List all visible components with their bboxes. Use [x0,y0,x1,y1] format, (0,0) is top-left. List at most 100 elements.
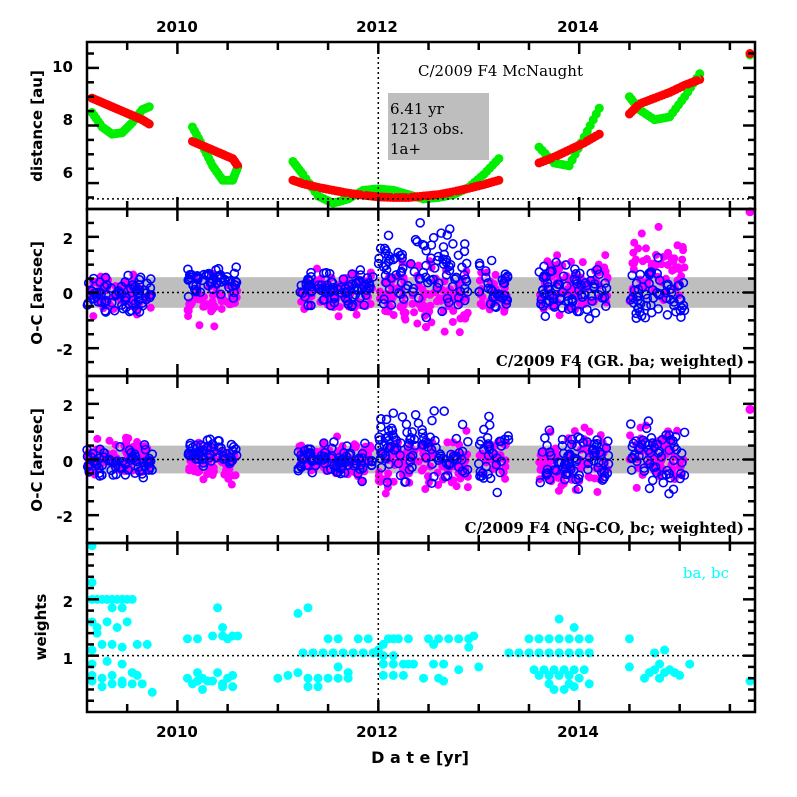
data-point [439,659,449,669]
data-point [429,659,439,669]
residual-open [501,299,512,309]
residual-open [140,285,150,296]
data-point [318,648,328,658]
residual-open [451,272,461,283]
data-point [655,673,665,683]
data-point [328,648,338,658]
residual-open [303,444,313,454]
residual-filled [424,290,433,299]
residual-filled [433,468,442,477]
residual-open [395,250,405,261]
residual-open [345,448,356,459]
residual-open [347,279,358,289]
residual-filled [419,464,428,473]
residual-open [404,464,415,475]
data-point [584,679,594,689]
residual-open [596,467,607,478]
residual-open [347,300,358,310]
residual-filled [349,442,358,451]
data-point [213,603,223,613]
residual-filled [407,259,416,268]
residual-filled [230,471,239,480]
residual-open [376,413,386,424]
residual-open [100,306,110,316]
y-axis-title-weights: weights [32,594,50,661]
residual-open [406,259,416,269]
panel-annotation-oc-gr: C/2009 F4 (GR. ba; weighted) [496,352,744,370]
residual-open [442,230,452,240]
residual-open [668,484,679,495]
residual-open [415,218,426,228]
residual-filled [199,302,208,311]
residual-open [457,419,468,430]
data-point [514,648,524,658]
residual-open [384,459,395,469]
data-point [192,676,202,686]
residual-open [442,470,453,481]
data-point [213,668,223,678]
data-point [393,634,403,644]
residual-open [202,435,213,445]
residual-filled [596,431,605,440]
y-tick-label: 0 [63,285,73,303]
residual-open [344,450,355,460]
residual-filled [555,311,564,320]
residual-open [377,449,388,459]
residual-open [444,265,455,276]
residual-open [132,304,142,315]
data-point [474,662,484,672]
residual-open [138,457,148,468]
residual-open [134,274,145,285]
residual-open [631,308,641,319]
residual-open [679,427,690,438]
residual-open [459,467,470,478]
residual-open [367,456,377,466]
residual-filled [678,255,687,264]
y-tick-label: 8 [63,111,73,129]
residual-open [551,257,561,268]
top-x-tick-label: 2014 [557,18,599,36]
residual-filled [629,248,638,257]
data-point [524,648,534,658]
residual-open [432,282,443,293]
data-point [102,656,112,666]
data-point [232,159,242,169]
residual-open [494,436,505,447]
residual-open [502,271,513,281]
residual-open [482,433,493,443]
residual-open [395,268,406,278]
residual-open [419,240,430,251]
residual-open [137,469,148,479]
residual-open [360,438,370,449]
residual-open [544,425,555,435]
data-point [97,682,107,692]
residual-open [448,239,458,249]
data-point [343,668,353,678]
residual-filled [374,476,383,485]
residual-open [603,436,613,447]
residual-open [385,254,395,265]
residual-open [600,278,610,288]
data-point [333,673,343,683]
data-point [591,109,601,119]
residual-open [643,445,654,456]
residual-open [438,242,449,252]
data-point [132,670,142,680]
residual-open [325,300,336,311]
residual-open [197,446,207,457]
residual-filled [630,259,639,268]
residual-open [96,297,107,307]
residual-open [320,453,331,464]
residual-open [590,308,601,318]
y-tick-label: 6 [63,164,73,182]
residual-open [475,466,486,477]
residual-open [190,440,201,451]
residual-filled [334,312,343,321]
residual-open [665,294,676,305]
residual-filled [626,431,635,440]
residual-open [228,293,239,303]
residual-open [535,477,546,488]
data-point [107,670,117,680]
residual-open [540,311,551,322]
residual-open [412,236,422,247]
